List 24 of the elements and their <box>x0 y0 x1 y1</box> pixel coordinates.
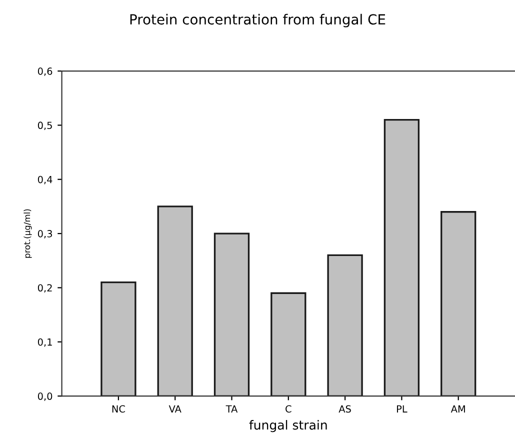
x-axis-title: fungal strain <box>249 420 327 432</box>
x-tick-label: TA <box>226 405 238 412</box>
x-tick-label: PL <box>397 405 408 412</box>
bar <box>384 118 420 396</box>
bar <box>270 292 306 396</box>
y-tick-label: 0,2 <box>38 284 52 293</box>
bar <box>157 206 193 396</box>
y-tick-label: 0,5 <box>38 122 52 130</box>
y-tick-label: 0,4 <box>38 176 52 184</box>
y-tick-label: 0,1 <box>38 338 52 347</box>
y-tick-label: 0,0 <box>38 392 52 401</box>
bar <box>440 211 476 396</box>
y-tick-label: 0,3 <box>38 230 52 238</box>
x-tick-label: NC <box>112 405 125 413</box>
y-tick-label: 0,6 <box>38 68 52 76</box>
bar <box>214 232 250 396</box>
x-tick-label: C <box>286 405 292 413</box>
x-tick-label: AM <box>450 405 465 412</box>
x-tick-label: VA <box>168 405 182 412</box>
bar <box>327 254 363 396</box>
x-tick-label: AS <box>338 405 351 413</box>
bar <box>100 281 136 396</box>
chart-title: Protein concentration from fungal CE <box>130 14 386 28</box>
y-axis-title: prot.(µg/ml) <box>24 209 32 258</box>
